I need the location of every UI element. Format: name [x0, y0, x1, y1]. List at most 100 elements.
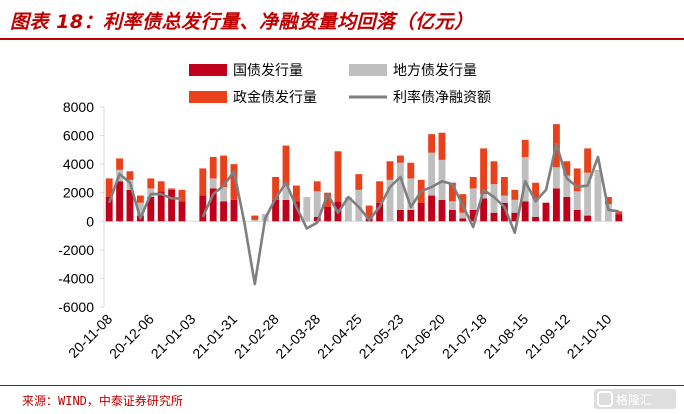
bar-policy	[386, 161, 394, 180]
legend-item: 国债发行量	[189, 63, 303, 79]
y-tick-label: 8000	[63, 99, 94, 115]
bar-policy	[147, 178, 155, 189]
bar-policy	[500, 177, 508, 196]
x-tick-label: 21-09-12	[522, 311, 573, 362]
legend-swatch	[189, 91, 227, 103]
y-tick-label: 0	[86, 213, 94, 229]
y-tick-label: -6000	[58, 299, 94, 315]
bar-policy	[480, 148, 488, 195]
bar-policy	[407, 162, 415, 179]
bar-govt	[542, 202, 550, 222]
bar-govt	[116, 181, 124, 222]
bar-govt	[552, 188, 560, 222]
bar-govt	[178, 201, 186, 222]
bar-policy	[563, 161, 571, 176]
bar-policy	[157, 181, 165, 192]
bar-policy	[438, 132, 446, 160]
bar-local	[563, 175, 571, 197]
bar-local	[136, 202, 144, 216]
legend-item: 政金债发行量	[189, 90, 317, 106]
bar-local	[604, 204, 612, 222]
x-tick-label: 21-06-20	[397, 311, 448, 362]
y-tick-label: -2000	[58, 242, 94, 258]
bar-govt	[521, 201, 529, 222]
bar-local	[511, 199, 519, 213]
legend-label: 地方债发行量	[393, 63, 477, 79]
bar-policy	[376, 181, 384, 203]
bar-govt	[459, 218, 467, 222]
x-tick-label: 21-03-28	[272, 311, 323, 362]
bar-govt	[500, 202, 508, 222]
bar-policy	[490, 161, 498, 185]
bar-policy	[199, 168, 207, 196]
bar-govt	[168, 189, 176, 222]
bar-local	[469, 188, 477, 210]
legend-label: 利率债净融资额	[393, 89, 491, 106]
bar-govt	[147, 197, 155, 222]
bar-policy	[396, 155, 404, 163]
bar-local	[521, 157, 529, 202]
bar-govt	[157, 191, 165, 222]
bar-policy	[469, 177, 477, 189]
net-financing-line	[107, 142, 619, 286]
bar-policy	[313, 181, 321, 192]
bar-govt	[469, 209, 477, 222]
bars	[105, 124, 623, 222]
bar-govt	[105, 197, 113, 222]
bar-policy	[251, 215, 259, 220]
bar-govt	[199, 195, 207, 222]
legend-label: 政金债发行量	[233, 90, 317, 106]
bar-local	[532, 198, 540, 217]
bar-local	[313, 191, 321, 217]
figure-title: 图表 18：利率债总发行量、净融资量均回落（亿元）	[10, 11, 474, 33]
bar-local	[480, 194, 488, 199]
bar-govt	[573, 209, 581, 222]
bar-policy	[168, 188, 176, 190]
bar-local	[386, 179, 394, 222]
x-tick-label: 21-05-23	[356, 311, 407, 362]
bar-policy	[532, 182, 540, 199]
bar-policy	[230, 164, 238, 200]
bar-govt	[584, 215, 592, 222]
bar-local	[220, 187, 228, 202]
y-tick-label: 6000	[63, 128, 94, 144]
bar-govt	[324, 207, 332, 222]
bar-govt	[615, 214, 623, 222]
bar-govt	[272, 199, 280, 222]
bar-policy	[521, 139, 529, 157]
bar-local	[552, 167, 560, 189]
bar-govt	[490, 212, 498, 222]
bar-govt	[126, 189, 134, 222]
bar-policy	[220, 155, 228, 187]
bar-local	[396, 162, 404, 210]
watermark-logo-icon	[597, 391, 613, 407]
bar-policy	[324, 192, 332, 207]
bar-policy	[116, 158, 124, 170]
watermark: 格隆汇	[594, 389, 676, 409]
bar-govt	[230, 199, 238, 222]
bar-policy	[428, 134, 436, 153]
bar-govt	[428, 195, 436, 222]
x-tick-label: 21-04-25	[314, 311, 365, 362]
bar-local	[209, 178, 217, 189]
bar-policy	[178, 189, 186, 202]
legend-item: 利率债净融资额	[349, 89, 491, 106]
bar-govt	[220, 201, 228, 222]
bar-policy	[136, 195, 144, 203]
bar-govt	[407, 209, 415, 222]
bar-policy	[272, 177, 280, 200]
bar-policy	[604, 197, 612, 205]
bar-local	[573, 191, 581, 210]
y-tick-label: 4000	[63, 156, 94, 172]
bar-govt	[282, 199, 290, 222]
bar-policy	[448, 182, 456, 202]
bar-local	[303, 197, 311, 222]
bar-govt	[563, 197, 571, 222]
legend-swatch	[189, 64, 227, 76]
x-tick-label: 20-12-06	[106, 311, 157, 362]
bar-govt	[396, 209, 404, 222]
bar-local	[459, 212, 467, 219]
x-axis: 20-11-0820-12-0621-01-0321-01-3121-02-28…	[65, 220, 624, 362]
bar-govt	[438, 199, 446, 222]
